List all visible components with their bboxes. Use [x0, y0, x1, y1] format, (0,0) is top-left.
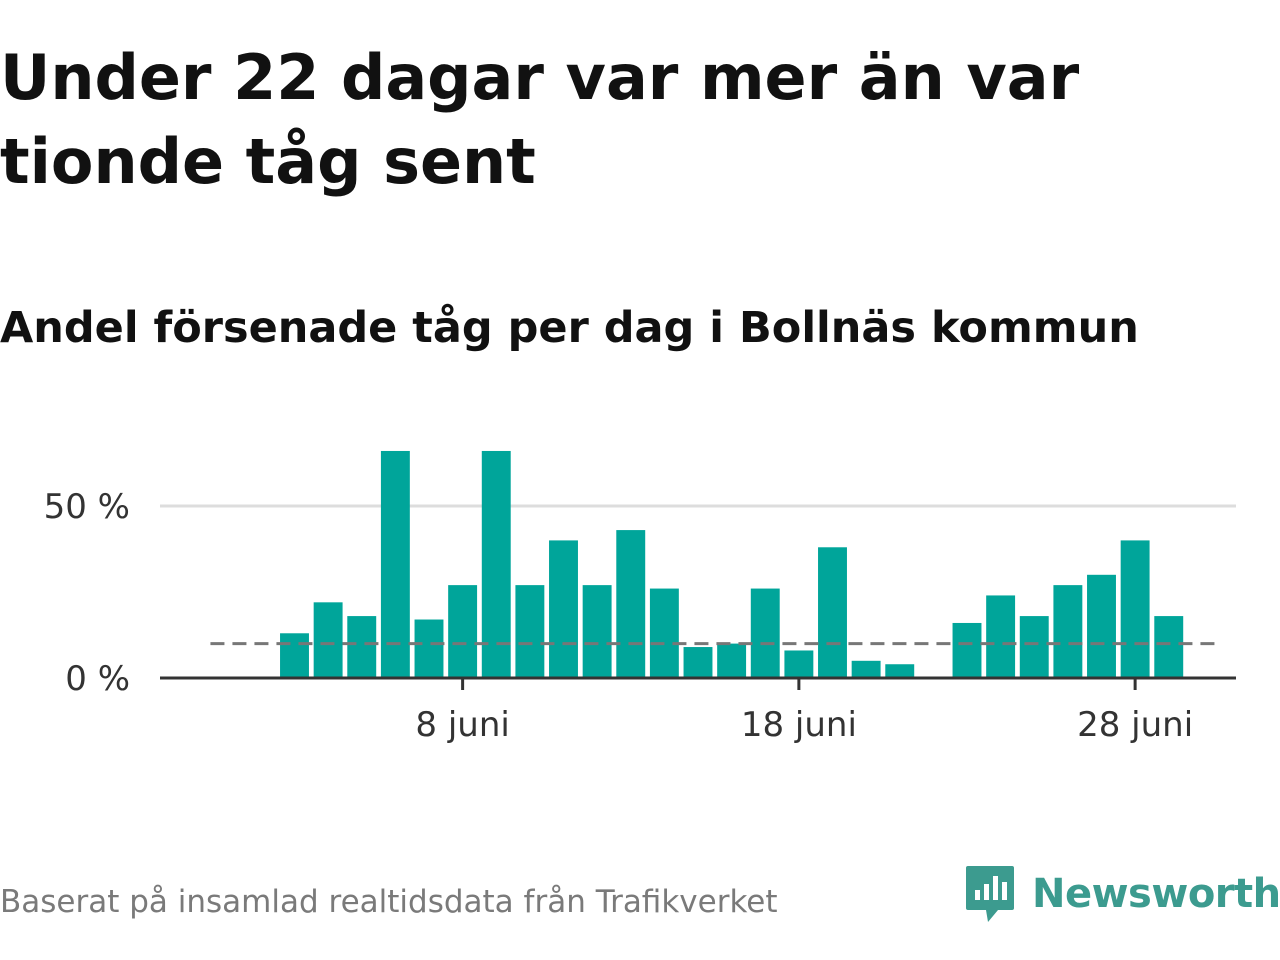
chart-title: Under 22 dagar var mer än var tionde tåg… [0, 41, 1080, 198]
bar [952, 622, 982, 678]
bars [280, 450, 1184, 678]
bar [885, 664, 915, 678]
bar [986, 595, 1016, 678]
axes: 0 % 50 % 8 juni 18 juni 28 juni [44, 487, 1236, 745]
newsworthy-logo-icon [966, 866, 1014, 922]
bar [280, 633, 309, 678]
bar [717, 643, 747, 678]
bar [313, 602, 343, 678]
source-note: Baserat på insamlad realtidsdata från Tr… [0, 884, 778, 920]
bar [784, 650, 814, 678]
bar [750, 588, 780, 678]
bar [414, 619, 444, 678]
x-tick-label: 18 juni [741, 705, 857, 745]
bar [481, 450, 511, 678]
bar [818, 547, 847, 678]
y-tick-label: 0 % [65, 659, 130, 699]
bar [1053, 585, 1083, 678]
bar [649, 588, 679, 678]
y-tick-label: 50 % [44, 487, 130, 527]
x-tick-label: 28 juni [1077, 705, 1193, 745]
bar [616, 530, 646, 678]
bar [380, 450, 410, 678]
bar [1154, 616, 1184, 678]
bar [347, 616, 377, 678]
brand-name: Newsworthy [1032, 871, 1280, 917]
brand[interactable]: Newsworthy [964, 864, 1280, 924]
bar [549, 540, 578, 678]
bar [515, 585, 545, 678]
bar [582, 585, 612, 678]
bar [448, 585, 478, 678]
bar [1019, 616, 1049, 678]
bar [1087, 574, 1116, 678]
x-tick-label: 8 juni [415, 705, 509, 745]
bar [1120, 540, 1150, 678]
bar [851, 660, 881, 678]
bar-chart: 0 % 50 % 8 juni 18 juni 28 juni [44, 450, 1236, 745]
chart-subtitle: Andel försenade tåg per dag i Bollnäs ko… [0, 303, 1139, 353]
bar [683, 647, 713, 678]
